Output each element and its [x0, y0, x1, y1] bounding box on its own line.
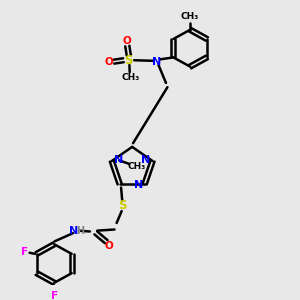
Text: CH₃: CH₃: [128, 162, 146, 171]
Text: N: N: [69, 226, 78, 236]
Text: N: N: [141, 154, 151, 165]
Text: O: O: [105, 241, 114, 251]
Text: S: S: [124, 54, 133, 67]
Text: S: S: [118, 200, 127, 212]
Text: F: F: [21, 248, 28, 257]
Text: O: O: [123, 36, 132, 46]
Text: N: N: [134, 180, 143, 190]
Text: F: F: [51, 291, 58, 300]
Text: O: O: [104, 57, 113, 67]
Text: N: N: [152, 57, 162, 67]
Text: CH₃: CH₃: [181, 12, 199, 21]
Text: N: N: [114, 154, 123, 165]
Text: H: H: [76, 226, 84, 236]
Text: CH₃: CH₃: [121, 73, 140, 82]
